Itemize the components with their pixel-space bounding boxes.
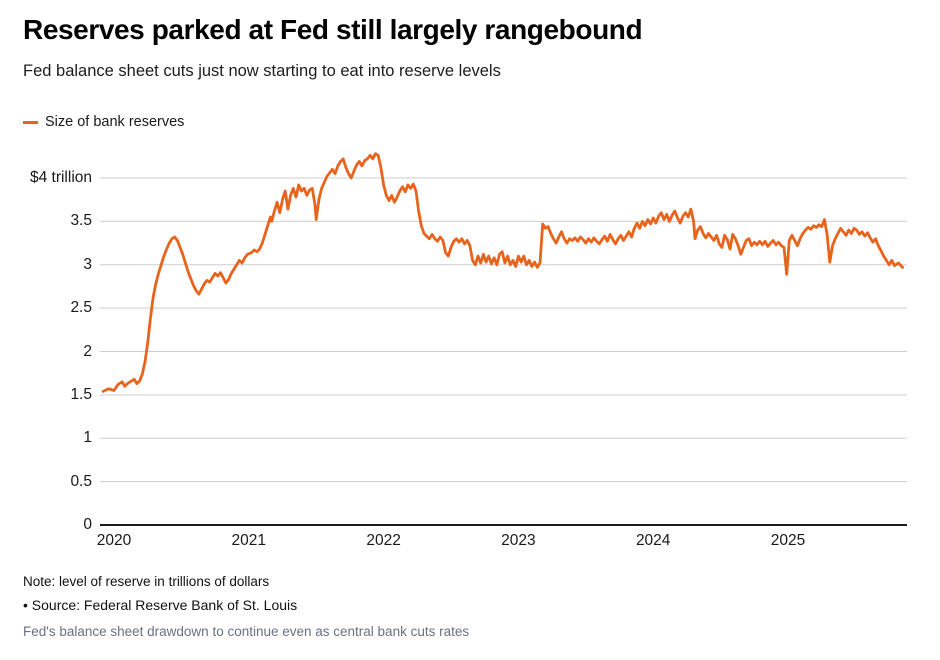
y-tick-label: 2.5 (70, 299, 92, 317)
page-title: Reserves parked at Fed still largely ran… (23, 14, 643, 45)
y-tick-label: 2 (83, 342, 92, 360)
chart-note: Note: level of reserve in trillions of d… (23, 574, 270, 589)
y-tick-label: 1 (83, 429, 92, 447)
y-tick-label: 0.5 (70, 472, 92, 490)
x-tick-label: 2025 (770, 532, 806, 549)
series-line-swatch-icon (23, 120, 38, 124)
page-subtitle: Fed balance sheet cuts just now starting… (23, 62, 501, 80)
y-tick-label: 3 (83, 255, 92, 273)
y-tick-label: 1.5 (70, 385, 92, 403)
y-tick-label: 0 (83, 516, 92, 533)
y-tick-label: 3.5 (70, 212, 92, 230)
x-tick-label: 2024 (635, 532, 671, 549)
x-tick-label: 2023 (501, 532, 536, 549)
x-tick-label: 2022 (366, 532, 401, 549)
chart-source: • Source: Federal Reserve Bank of St. Lo… (23, 597, 298, 613)
series-line (101, 152, 904, 393)
legend-label: Size of bank reserves (45, 114, 185, 130)
x-tick-label: 2021 (231, 532, 267, 549)
legend: Size of bank reserves (23, 114, 184, 130)
x-tick-label: 2020 (96, 532, 132, 549)
y-tick-label: $4 trillion (29, 169, 92, 186)
chart-caption: Fed's balance sheet drawdown to continue… (23, 624, 470, 639)
